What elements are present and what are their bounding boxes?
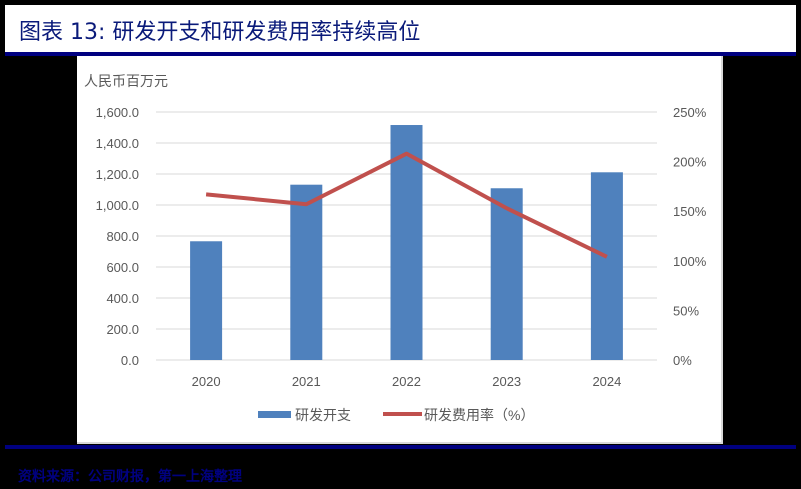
legend: 研发开支 研发费用率（%） <box>258 407 534 423</box>
legend-bar-label: 研发开支 <box>295 407 351 423</box>
left-tick-label: 1,400.0 <box>96 136 139 151</box>
bar-2023 <box>490 188 523 360</box>
bottom-divider <box>5 445 796 449</box>
chart-panel: 人民币百万元 0.0 200.0 400.0 600.0 800.0 1,000.0 1,2… <box>77 56 723 444</box>
combo-chart: 人民币百万元 0.0 200.0 400.0 600.0 800.0 1,000.0 1,2… <box>84 73 707 423</box>
right-tick-label: 250% <box>673 105 707 120</box>
x-tick-label: 2022 <box>392 374 421 389</box>
left-axis-ticks: 0.0 200.0 400.0 600.0 800.0 1,000.0 1,200.0 1,4… <box>96 105 139 368</box>
left-tick-label: 600.0 <box>106 260 139 275</box>
x-tick-label: 2021 <box>292 374 321 389</box>
bar-2024 <box>590 172 623 360</box>
gridlines <box>156 111 657 361</box>
left-tick-label: 1,200.0 <box>96 167 139 182</box>
bar-2020 <box>190 241 223 360</box>
x-axis-labels: 2020 2021 2022 2023 2024 <box>192 374 622 389</box>
legend-bar-swatch <box>258 411 291 418</box>
title-box: 图表 13: 研发开支和研发费用率持续高位 <box>5 5 796 52</box>
left-tick-label: 1,000.0 <box>96 198 139 213</box>
x-tick-label: 2020 <box>192 374 221 389</box>
source-note: 资料来源：公司财报，第一上海整理 <box>18 469 242 485</box>
line-series <box>205 151 608 259</box>
left-tick-label: 800.0 <box>106 229 139 244</box>
unit-label: 人民币百万元 <box>84 73 168 89</box>
right-tick-label: 100% <box>673 254 707 269</box>
x-tick-label: 2023 <box>492 374 521 389</box>
legend-line-label: 研发费用率（%） <box>424 407 534 423</box>
left-tick-label: 0.0 <box>121 353 139 368</box>
x-tick-label: 2024 <box>592 374 621 389</box>
right-tick-label: 0% <box>673 353 692 368</box>
left-tick-label: 400.0 <box>106 291 139 306</box>
right-tick-label: 50% <box>673 303 699 318</box>
right-axis-ticks: 0% 50% 100% 150% 200% 250% <box>673 105 707 368</box>
right-tick-label: 150% <box>673 204 707 219</box>
bar-series <box>190 125 623 361</box>
right-tick-label: 200% <box>673 155 707 170</box>
left-tick-label: 1,600.0 <box>96 105 139 120</box>
bar-2022 <box>390 125 423 361</box>
left-tick-label: 200.0 <box>106 322 139 337</box>
figure-title: 图表 13: 研发开支和研发费用率持续高位 <box>19 20 421 45</box>
bar-2021 <box>290 184 323 360</box>
rd-ratio-line <box>205 151 608 259</box>
top-divider <box>5 52 796 56</box>
